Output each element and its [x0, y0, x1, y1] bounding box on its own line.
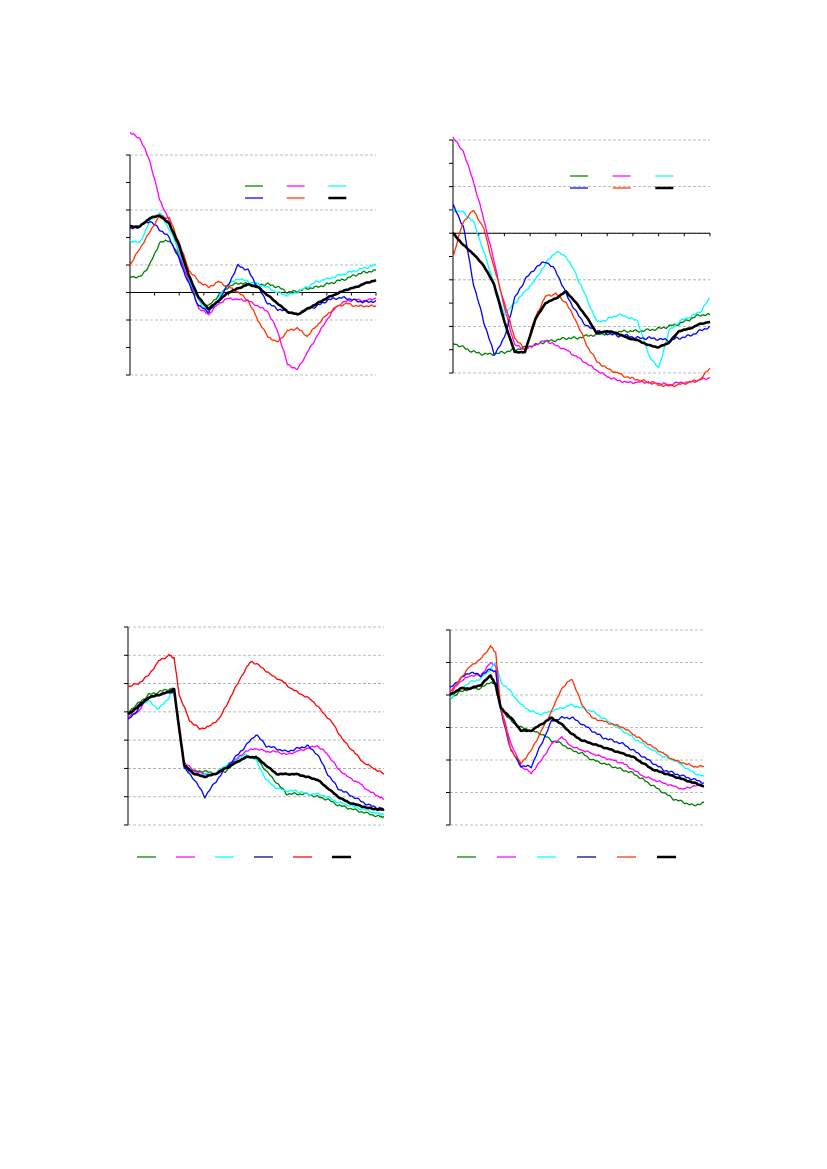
series-line-green	[450, 681, 705, 807]
series-line-magenta	[452, 136, 711, 386]
series-line-blue	[449, 668, 705, 784]
series-line-orange	[452, 209, 711, 388]
series-line-blue	[129, 221, 377, 316]
series-line-blue	[452, 203, 711, 356]
series-line-cyan	[449, 662, 705, 777]
series-line-cyan	[129, 212, 377, 312]
series-line-black	[127, 687, 385, 812]
series-line-black	[129, 214, 377, 316]
series-line-black	[452, 232, 711, 354]
series-line-magenta	[449, 662, 705, 790]
series-line-black	[449, 674, 705, 788]
series-line-orange	[129, 214, 377, 343]
series-line-red	[127, 653, 385, 775]
series-line-orange	[449, 644, 704, 768]
series-line-blue	[127, 690, 385, 811]
